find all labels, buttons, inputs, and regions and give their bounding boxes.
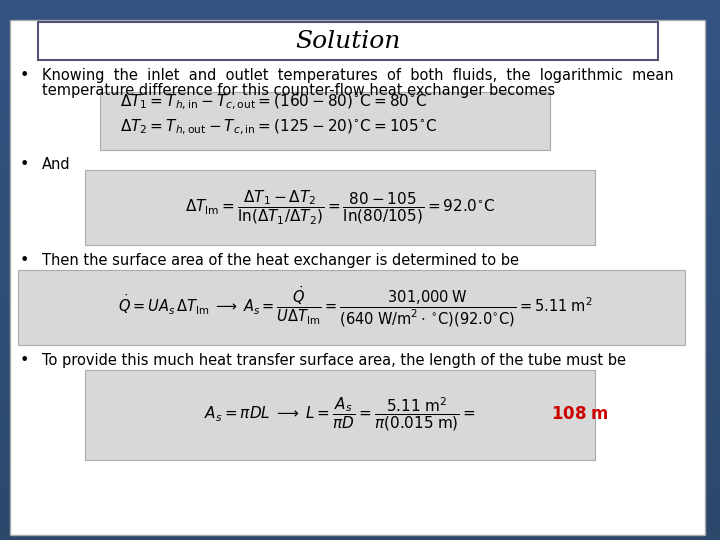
Bar xyxy=(18,270,685,345)
Text: •: • xyxy=(20,68,30,83)
Bar xyxy=(0,43,720,54)
Bar xyxy=(0,119,720,130)
Bar xyxy=(0,227,720,238)
Text: $\Delta T_{\mathrm{lm}} = \dfrac{\Delta T_1 - \Delta T_2}{\ln(\Delta T_1/\Delta : $\Delta T_{\mathrm{lm}} = \dfrac{\Delta … xyxy=(184,188,495,226)
Bar xyxy=(100,92,550,150)
Bar xyxy=(0,335,720,346)
Bar xyxy=(0,443,720,454)
Bar xyxy=(85,170,595,245)
Bar xyxy=(0,108,720,119)
Text: To provide this much heat transfer surface area, the length of the tube must be: To provide this much heat transfer surfa… xyxy=(42,353,626,368)
Bar xyxy=(0,400,720,410)
Bar xyxy=(0,162,720,173)
Bar xyxy=(0,11,720,22)
Text: Then the surface area of the heat exchanger is determined to be: Then the surface area of the heat exchan… xyxy=(42,253,519,268)
Bar xyxy=(0,518,720,529)
Text: •: • xyxy=(20,253,30,268)
Bar xyxy=(0,454,720,464)
Text: $\mathbf{108\;m}$: $\mathbf{108\;m}$ xyxy=(552,405,608,423)
Bar xyxy=(0,173,720,184)
Bar xyxy=(85,370,595,460)
Bar xyxy=(0,54,720,65)
Bar xyxy=(0,151,720,162)
Bar xyxy=(0,313,720,324)
Text: And: And xyxy=(42,157,71,172)
Bar xyxy=(0,65,720,76)
Bar xyxy=(0,86,720,97)
Text: Knowing  the  inlet  and  outlet  temperatures  of  both  fluids,  the  logarith: Knowing the inlet and outlet temperature… xyxy=(42,68,674,83)
Text: Solution: Solution xyxy=(295,30,401,52)
Bar xyxy=(0,22,720,32)
Bar xyxy=(0,76,720,86)
Bar xyxy=(0,367,720,378)
Bar xyxy=(0,432,720,443)
Bar xyxy=(0,130,720,140)
Bar xyxy=(0,140,720,151)
Bar xyxy=(0,497,720,508)
Bar xyxy=(0,238,720,248)
Bar xyxy=(0,324,720,335)
Bar xyxy=(0,346,720,356)
Bar xyxy=(0,508,720,518)
Bar xyxy=(0,389,720,400)
Bar xyxy=(0,216,720,227)
Text: $\Delta T_2 = T_{h,\mathrm{out}} - T_{c,\mathrm{in}} = (125-20)^{\circ}\mathrm{C: $\Delta T_2 = T_{h,\mathrm{out}} - T_{c,… xyxy=(120,117,438,137)
Text: •: • xyxy=(20,157,30,172)
Bar xyxy=(0,184,720,194)
Bar xyxy=(0,205,720,216)
Text: •: • xyxy=(20,353,30,368)
Bar xyxy=(0,32,720,43)
Bar xyxy=(0,248,720,259)
Bar xyxy=(0,475,720,486)
Bar xyxy=(0,529,720,540)
Bar xyxy=(0,464,720,475)
Bar xyxy=(0,0,720,11)
Bar xyxy=(0,378,720,389)
Bar xyxy=(0,97,720,108)
Bar xyxy=(0,259,720,270)
Bar xyxy=(0,281,720,292)
Bar xyxy=(0,410,720,421)
Text: $A_s = \pi DL \;\longrightarrow\; L = \dfrac{A_s}{\pi D} = \dfrac{5.11\;\mathrm{: $A_s = \pi DL \;\longrightarrow\; L = \d… xyxy=(204,395,476,433)
Bar xyxy=(38,22,658,60)
Text: temperature difference for this counter-flow heat exchanger becomes: temperature difference for this counter-… xyxy=(42,83,555,98)
Bar xyxy=(0,421,720,432)
Bar xyxy=(0,292,720,302)
Bar xyxy=(0,356,720,367)
Bar xyxy=(0,302,720,313)
Text: $\dot{Q} = UA_s\,\Delta T_{\mathrm{lm}} \;\longrightarrow\; A_s = \dfrac{\dot{Q}: $\dot{Q} = UA_s\,\Delta T_{\mathrm{lm}} … xyxy=(117,285,593,329)
Bar xyxy=(0,194,720,205)
Bar xyxy=(0,486,720,497)
Text: $\Delta T_1 = T_{h,\mathrm{in}} - T_{c,\mathrm{out}} = (160-80)^{\circ}\mathrm{C: $\Delta T_1 = T_{h,\mathrm{in}} - T_{c,\… xyxy=(120,92,428,112)
Bar xyxy=(0,270,720,281)
